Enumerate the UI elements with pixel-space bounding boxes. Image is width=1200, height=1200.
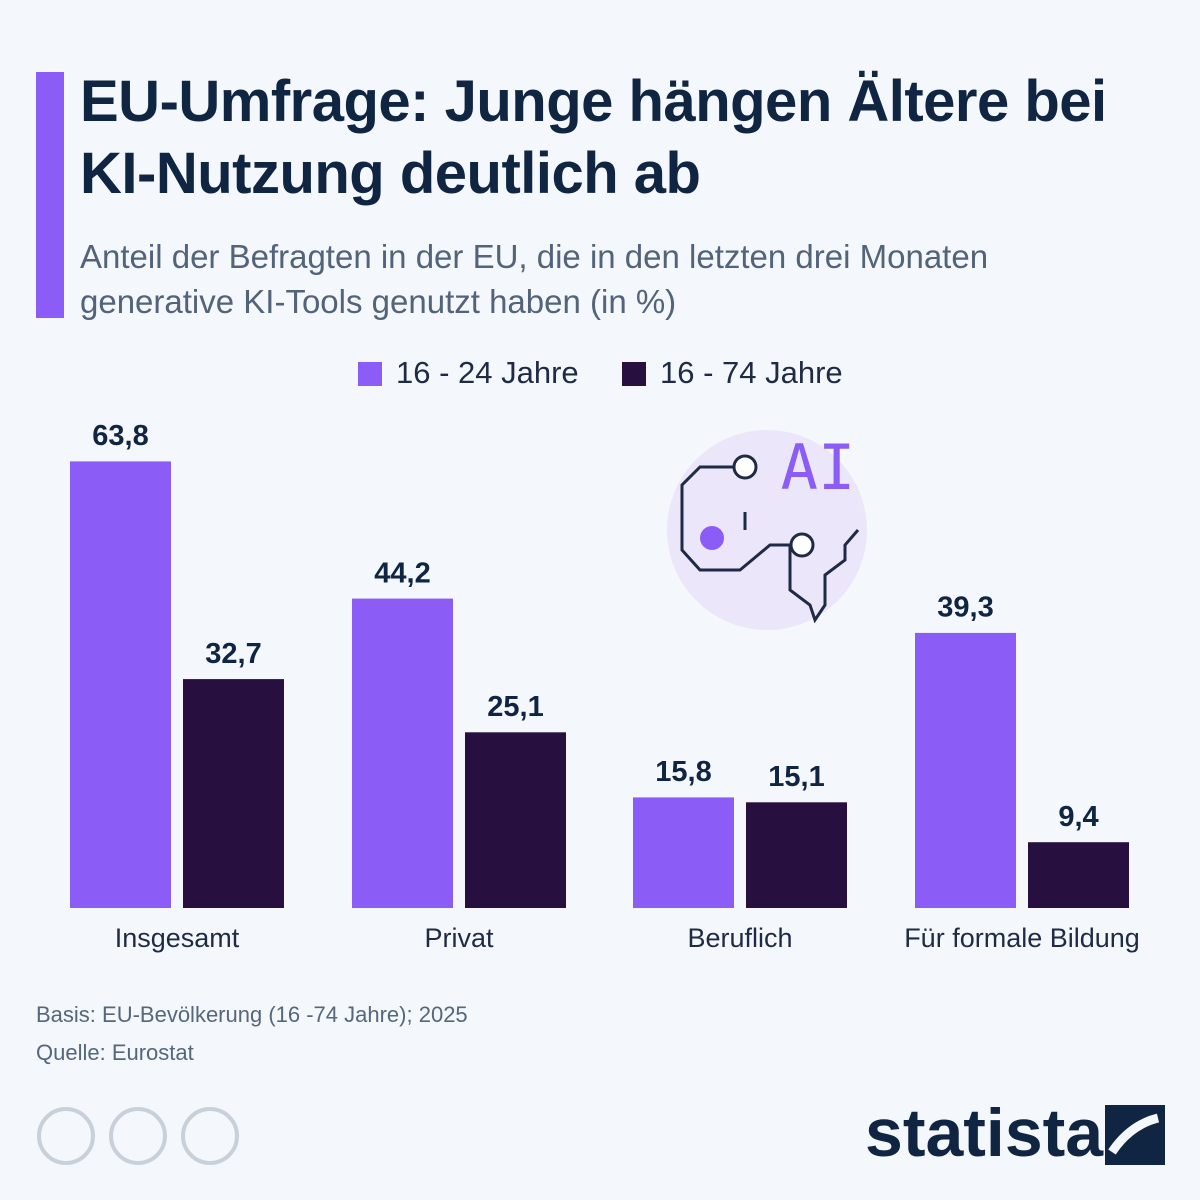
bar <box>1028 842 1129 908</box>
legend-label: 16 - 74 Jahre <box>660 355 843 390</box>
value-label: 15,8 <box>655 756 711 788</box>
nd-icon <box>181 1107 239 1165</box>
chart-title: EU-Umfrage: Junge hängen Ältere bei KI-N… <box>80 69 1107 206</box>
icon-lines <box>680 465 860 624</box>
legend-swatch <box>358 362 382 386</box>
bar <box>915 632 1016 908</box>
bar <box>633 797 734 908</box>
value-label: 39,3 <box>937 592 993 624</box>
x-tick-label: Privat <box>424 923 494 953</box>
icon-background <box>667 430 867 630</box>
bar <box>70 461 171 908</box>
x-tick-label: Beruflich <box>687 923 792 953</box>
by-icon <box>109 1107 167 1165</box>
chart-subtitle: Anteil der Befragten in der EU, die in d… <box>80 238 989 320</box>
legend-swatch <box>622 362 646 386</box>
source-note: Quelle: Eurostat <box>36 1040 194 1065</box>
bar <box>352 598 453 908</box>
x-tick-label: Für formale Bildung <box>904 923 1140 953</box>
cc-icon <box>37 1107 95 1165</box>
brand-icon-wave <box>1108 1113 1160 1155</box>
x-tick-label: Insgesamt <box>115 923 240 953</box>
license-icons <box>37 1107 239 1165</box>
ai-icon: AI <box>667 430 867 630</box>
icon-node <box>732 454 758 480</box>
value-label: 44,2 <box>374 557 430 589</box>
legend-label: 16 - 24 Jahre <box>396 355 579 390</box>
value-label: 9,4 <box>1058 801 1098 833</box>
value-label: 32,7 <box>205 638 261 670</box>
value-label: 63,8 <box>92 420 148 452</box>
icon-node <box>700 526 724 550</box>
bar <box>746 802 847 908</box>
statista-logo: statista <box>865 1095 1165 1171</box>
source-note: Basis: EU-Bevölkerung (16 -74 Jahre); 20… <box>36 1002 468 1027</box>
bar <box>465 732 566 908</box>
accent-bar <box>36 72 64 318</box>
value-label: 15,1 <box>768 761 824 793</box>
icon-label: AI <box>781 431 856 504</box>
brand: statista <box>865 1095 1104 1171</box>
icon-node <box>789 532 815 558</box>
value-label: 25,1 <box>487 691 543 723</box>
bar <box>183 679 284 908</box>
